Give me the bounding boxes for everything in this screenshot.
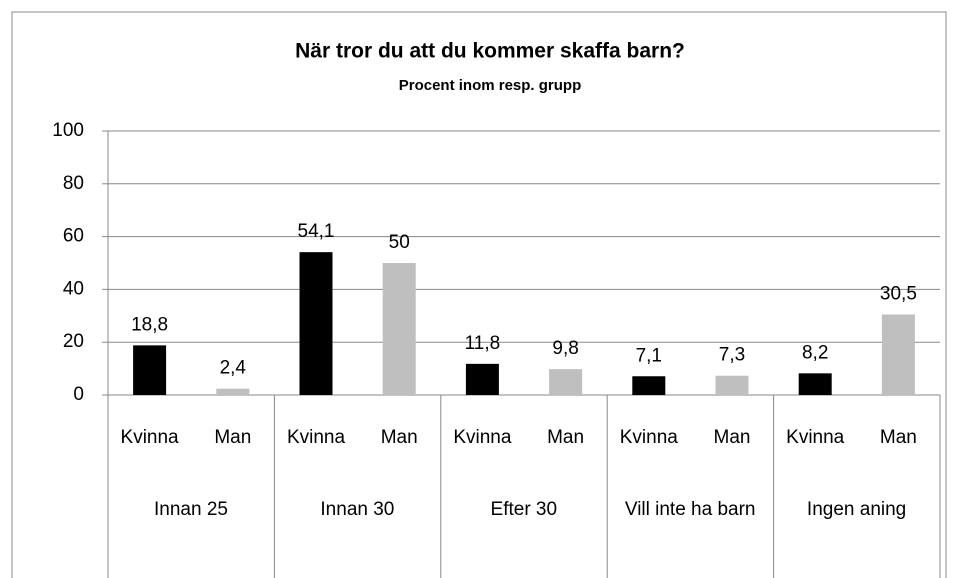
- x-tick-label: Kvinna: [287, 427, 346, 448]
- data-label: 18,8: [131, 314, 168, 335]
- group-label: Innan 30: [320, 499, 395, 520]
- bar: [133, 345, 167, 395]
- bar: [632, 376, 666, 395]
- x-tick-label: Man: [880, 427, 917, 448]
- x-tick-label: Kvinna: [620, 427, 679, 448]
- x-tick-label: Man: [214, 427, 251, 448]
- group-label: Vill inte ha barn: [624, 499, 756, 520]
- data-label: 7,1: [636, 345, 662, 366]
- y-tick-label: 60: [63, 226, 84, 247]
- y-tick-label: 100: [52, 120, 84, 141]
- x-tick-label: Man: [381, 427, 418, 448]
- bar: [715, 375, 749, 395]
- bar: [549, 369, 583, 395]
- y-tick-label: 80: [63, 173, 84, 194]
- data-label: 30,5: [880, 283, 917, 304]
- chart-subtitle: Procent inom resp. grupp: [399, 77, 582, 94]
- bar: [216, 388, 250, 395]
- y-tick-label: 20: [63, 331, 84, 352]
- y-tick-label: 0: [73, 384, 84, 405]
- data-label: 7,3: [719, 345, 745, 366]
- data-label: 8,2: [802, 342, 828, 363]
- x-tick-label: Kvinna: [453, 427, 512, 448]
- data-label: 9,8: [552, 338, 578, 359]
- group-label: Innan 25: [154, 499, 228, 520]
- bar: [798, 373, 832, 395]
- bar: [299, 252, 333, 395]
- data-label: 54,1: [298, 221, 335, 242]
- data-label: 11,8: [465, 333, 501, 354]
- chart-frame: [11, 11, 947, 578]
- group-label: Efter 30: [490, 499, 558, 520]
- group-label: Ingen aning: [806, 499, 907, 520]
- bar: [465, 363, 499, 395]
- y-tick-label: 40: [63, 278, 84, 299]
- x-tick-label: Kvinna: [121, 427, 180, 448]
- x-tick-label: Man: [714, 427, 751, 448]
- bar: [881, 314, 915, 395]
- data-label: 2,4: [220, 358, 247, 379]
- bar: [382, 263, 416, 395]
- chart-title: När tror du att du kommer skaffa barn?: [295, 40, 685, 63]
- data-label: 50: [389, 232, 410, 253]
- x-tick-label: Kvinna: [786, 427, 845, 448]
- x-tick-label: Man: [547, 427, 584, 448]
